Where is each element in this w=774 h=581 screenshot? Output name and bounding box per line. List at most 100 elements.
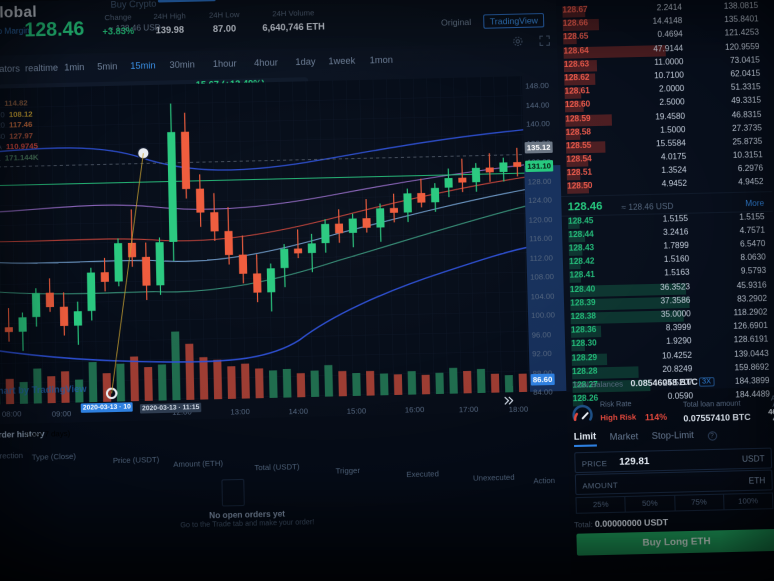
legend-value: 117.46 xyxy=(8,119,33,130)
amount-percent-row[interactable]: 25% 50% 75% 100% xyxy=(575,492,774,514)
volume-bar xyxy=(185,343,195,400)
candle-body xyxy=(45,292,54,307)
ob-sum: 27.3735 xyxy=(731,122,763,133)
scroll-to-latest-icon[interactable] xyxy=(502,394,515,407)
pct-50[interactable]: 50% xyxy=(625,494,676,513)
ob-amount: 3.2416 xyxy=(662,226,689,237)
question-icon[interactable]: ? xyxy=(707,431,717,441)
fullscreen-icon[interactable] xyxy=(538,34,551,47)
ob-sum: 135.8401 xyxy=(724,14,759,25)
tab-limit[interactable]: Limit xyxy=(573,430,597,448)
price-tick: 96.00 xyxy=(531,329,552,340)
loan-value: 0.07557410 BTC xyxy=(683,411,751,424)
ob-amount: 1.3524 xyxy=(661,165,687,176)
stat-high: 24H High 139.98 xyxy=(146,11,194,36)
balances-value: 0.08546058 BTC xyxy=(630,376,698,389)
col-trigger: Trigger xyxy=(335,465,361,476)
candle-body xyxy=(486,167,495,173)
volume-bar xyxy=(338,370,347,397)
tf-4hour[interactable]: 4hour xyxy=(254,57,278,69)
volume-bar xyxy=(296,373,306,398)
tf-30min[interactable]: 30min xyxy=(169,59,195,71)
legend-value: 114.82 xyxy=(4,98,28,108)
ob-sum: 73.0415 xyxy=(729,54,760,65)
tf-1min[interactable]: 1min xyxy=(64,61,85,73)
tf-1week[interactable]: 1week xyxy=(328,55,356,67)
ob-price: 128.38 xyxy=(570,311,597,322)
ob-sum: 8.0630 xyxy=(740,252,766,263)
col-direction: Direction xyxy=(0,450,24,461)
ask-rows[interactable]: 128.67 2.2414 138.0815 128.66 14.4148 135.840… xyxy=(556,1,772,196)
ob-price: 128.63 xyxy=(563,58,590,69)
ob-amount: 10.7100 xyxy=(653,70,685,81)
tf-5min[interactable]: 5min xyxy=(97,61,118,72)
stat-low: 24H Low 87.00 xyxy=(201,10,247,35)
ob-amount: 20.8249 xyxy=(662,363,693,374)
order-type-tabs[interactable]: Limit Market Stop-Limit ? xyxy=(573,428,717,448)
tab-market[interactable]: Market xyxy=(609,430,639,443)
order-book[interactable]: Price (USDT) Amount (ETH) Sum (ETH) 128.… xyxy=(555,0,774,407)
candle-body xyxy=(444,178,454,188)
pct-75[interactable]: 75% xyxy=(674,493,725,512)
tf-realtime[interactable]: realtime xyxy=(24,62,59,74)
ob-sum: 1.5155 xyxy=(739,211,765,222)
tf-1day[interactable]: 1day xyxy=(295,56,316,68)
col-amount: Amount (ETH) xyxy=(173,458,224,470)
ob-sum: 138.0815 xyxy=(723,0,759,11)
tf-1hour[interactable]: 1hour xyxy=(212,58,237,70)
tf-indicators[interactable]: Indicators xyxy=(0,63,20,75)
candle-body xyxy=(307,243,316,253)
order-history-panel: Order history (Last 7 days) Direction Ty… xyxy=(0,410,572,581)
stat-high-label: 24H High xyxy=(153,11,186,22)
risk-strip: Risk Rate High Risk 114% Total loan amou… xyxy=(567,393,774,432)
last-price: 128.46 xyxy=(24,18,85,42)
volume-bar xyxy=(407,371,417,395)
volume-bar xyxy=(227,366,236,399)
tab-tradingview[interactable]: TradingView xyxy=(483,12,545,29)
ob-amount: 37.3586 xyxy=(660,295,691,306)
pct-100[interactable]: 100% xyxy=(723,492,774,511)
ob-amount: 14.4148 xyxy=(652,16,683,27)
ob-sum: 128.6191 xyxy=(733,334,769,345)
candle-body xyxy=(59,306,69,326)
ob-amount: 47.9144 xyxy=(653,43,684,54)
ob-sum: 6.5470 xyxy=(739,238,766,249)
candle-body xyxy=(114,243,123,282)
ob-col-price: Price (USDT) xyxy=(562,0,608,1)
chart-view-icons[interactable] xyxy=(511,34,551,47)
tf-1mon[interactable]: 1mon xyxy=(369,54,394,66)
trade-form[interactable]: Limit Market Stop-Limit ? PRICE 129.81 U… xyxy=(567,426,774,574)
leverage-badge[interactable]: 3X xyxy=(698,377,715,387)
candle-body xyxy=(472,167,481,183)
tab-stop-limit[interactable]: Stop-Limit xyxy=(651,429,694,442)
risk-level: High Risk xyxy=(600,412,637,423)
candle-body xyxy=(196,188,205,213)
legend-value: 108.12 xyxy=(8,108,33,119)
ob-amount: 15.5584 xyxy=(655,138,687,149)
volume-bar xyxy=(255,368,264,399)
ob-sum: 139.0443 xyxy=(733,348,769,359)
stat-low-value: 87.00 xyxy=(212,23,237,35)
order-book-more-link[interactable]: More xyxy=(745,198,765,208)
candle-body xyxy=(224,230,233,255)
amount-input[interactable]: AMOUNT ETH xyxy=(574,469,773,496)
tf-15min[interactable]: 15min xyxy=(130,60,156,72)
volume-bar xyxy=(463,370,472,394)
buy-crypto-tab[interactable]: Buy Crypto xyxy=(110,0,157,10)
pct-25[interactable]: 25% xyxy=(575,495,627,514)
price-marker-last: 131.10 xyxy=(525,160,554,173)
ob-price: 128.29 xyxy=(571,352,598,363)
gear-icon[interactable] xyxy=(511,35,524,48)
col-action: Action xyxy=(533,475,556,486)
price-tick: 108.00 xyxy=(530,271,555,282)
order-total: Total: 0.00000000 USDT xyxy=(574,517,668,530)
buy-long-button[interactable]: Buy Long ETH xyxy=(576,528,774,556)
candle-body xyxy=(431,187,440,203)
ob-amount: 2.5000 xyxy=(659,97,685,108)
candle-body xyxy=(155,242,165,286)
volume-bar xyxy=(144,366,153,401)
ob-amount: 1.9290 xyxy=(666,336,692,347)
mid-price-usd: ≈ 128.46 USD xyxy=(621,201,674,212)
tab-original[interactable]: Original xyxy=(440,16,472,28)
